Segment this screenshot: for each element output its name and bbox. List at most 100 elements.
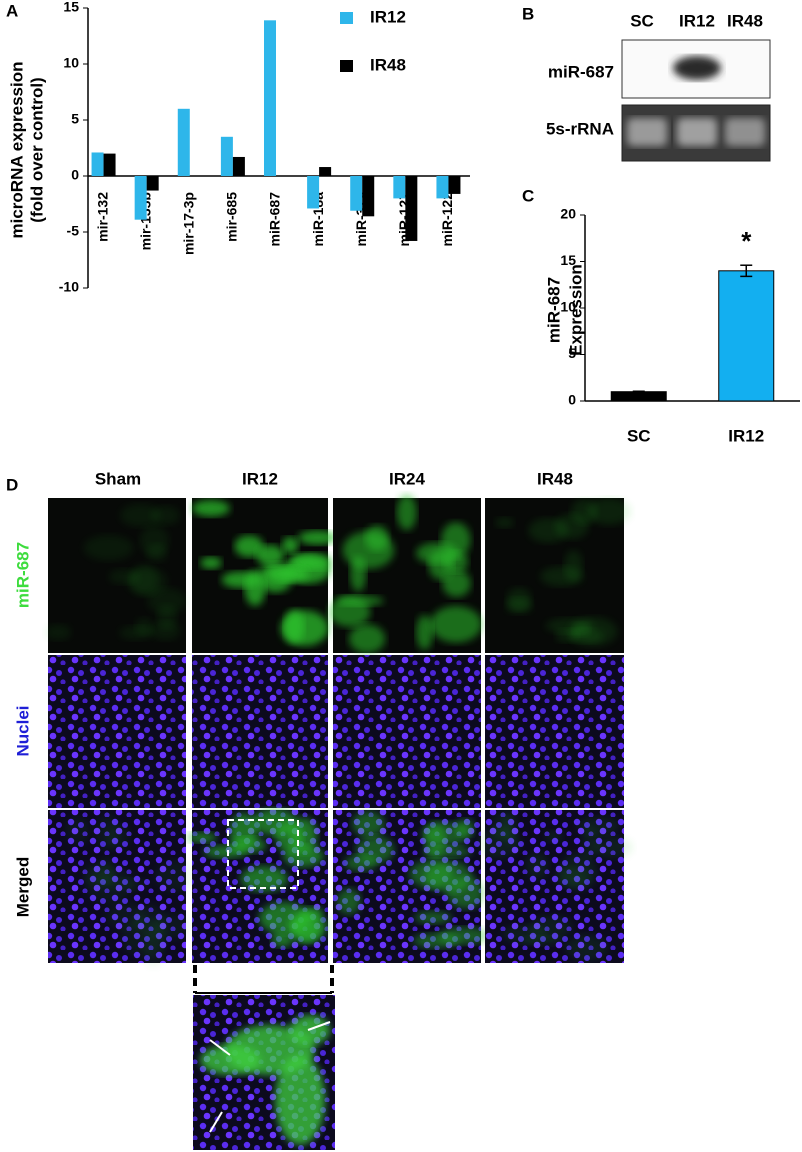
bar xyxy=(91,152,104,176)
micrograph-bg xyxy=(192,655,328,808)
fluorescence xyxy=(94,814,120,851)
fluorescence xyxy=(416,614,433,651)
legend-swatch xyxy=(340,12,353,24)
fluorescence xyxy=(528,518,569,543)
x-tick-label: miR-687 xyxy=(267,192,283,247)
micrograph-bg xyxy=(333,655,481,808)
bar xyxy=(718,270,775,402)
micrograph xyxy=(485,497,631,653)
bar xyxy=(232,156,245,176)
fluorescence xyxy=(298,530,337,545)
bar xyxy=(146,176,159,191)
fluorescence xyxy=(416,542,459,565)
bar xyxy=(264,20,276,176)
y-tick-label: -10 xyxy=(59,279,79,295)
blot-band xyxy=(677,118,717,146)
column-label: Sham xyxy=(95,469,141,488)
y-tick-label: 5 xyxy=(71,111,79,127)
y-axis-title: microRNA expression xyxy=(7,62,26,239)
fluorescence xyxy=(525,851,549,880)
micrograph xyxy=(485,655,624,808)
y-tick-label: -5 xyxy=(67,223,80,239)
row-label: Merged xyxy=(13,857,32,917)
fluorescence xyxy=(84,866,135,904)
micrograph xyxy=(329,494,482,654)
fluorescence xyxy=(229,836,267,854)
y-tick-label: 20 xyxy=(560,206,576,222)
fluorescence xyxy=(336,888,361,915)
fluorescence xyxy=(200,556,222,570)
fluorescence xyxy=(544,830,564,843)
fluorescence xyxy=(495,517,515,528)
row-label: 5s-rRNA xyxy=(546,119,614,138)
fluorescence xyxy=(200,1045,260,1075)
fluorescence xyxy=(65,816,92,845)
bar xyxy=(610,391,667,402)
fluorescence xyxy=(430,605,482,643)
bar xyxy=(134,176,147,220)
micrograph xyxy=(333,810,489,963)
fluorescence xyxy=(506,587,532,611)
bar xyxy=(436,176,449,199)
arrow xyxy=(307,1021,331,1031)
fluorescence xyxy=(342,531,395,569)
fluorescence xyxy=(300,906,324,920)
fluorescence xyxy=(119,625,154,641)
fluorescence xyxy=(348,624,386,654)
micrograph xyxy=(192,655,328,808)
fluorescence xyxy=(155,860,196,893)
bar xyxy=(393,176,406,199)
micrograph xyxy=(333,655,481,808)
fluorescence xyxy=(275,1055,325,1145)
fluorescence xyxy=(424,822,446,859)
y-axis-title: (fold over control) xyxy=(27,77,46,222)
fluorescence xyxy=(455,818,475,837)
legend-label: IR48 xyxy=(370,55,406,74)
micrograph xyxy=(44,498,187,653)
panel-label: D xyxy=(6,475,18,494)
bar xyxy=(220,136,233,176)
micrograph xyxy=(191,498,337,653)
y-tick-label: 15 xyxy=(63,0,79,15)
micrograph xyxy=(48,655,186,808)
y-tick-label: 0 xyxy=(71,167,79,183)
bar xyxy=(319,167,332,176)
fluorescence xyxy=(576,816,621,836)
fluorescence xyxy=(414,911,452,924)
bar xyxy=(350,176,363,211)
fluorescence xyxy=(282,536,299,554)
fluorescence xyxy=(502,924,548,944)
error-bar xyxy=(740,264,753,278)
row-label: miR-687 xyxy=(548,62,614,81)
fluorescence xyxy=(150,505,180,526)
micrograph-bg xyxy=(485,655,624,808)
panel-label: C xyxy=(522,186,534,205)
fluorescence xyxy=(147,587,187,615)
fluorescence xyxy=(108,568,140,585)
column-label: IR24 xyxy=(389,469,425,488)
micrograph xyxy=(48,810,196,968)
bar xyxy=(405,176,418,241)
panel-label: B xyxy=(522,4,534,23)
fluorescence xyxy=(240,866,288,892)
fluorescence xyxy=(438,926,489,945)
lane-label: IR12 xyxy=(679,11,715,30)
y-tick-label: 15 xyxy=(560,252,576,268)
fluorescence xyxy=(351,811,385,837)
fluorescence xyxy=(554,866,590,888)
y-tick-label: 10 xyxy=(63,55,79,71)
fluorescence xyxy=(267,565,309,583)
y-tick-label: 5 xyxy=(568,345,576,361)
y-tick-label: 10 xyxy=(560,299,576,315)
fluorescence xyxy=(234,535,264,558)
arrow xyxy=(209,1111,223,1133)
blot-band xyxy=(627,118,667,146)
micrograph xyxy=(187,808,328,963)
panel-label: A xyxy=(6,1,18,20)
fluorescence xyxy=(280,610,329,646)
x-tick-label: mir-132 xyxy=(94,192,110,242)
fluorescence xyxy=(424,860,472,893)
column-label: IR12 xyxy=(242,469,278,488)
micrograph xyxy=(477,810,633,963)
